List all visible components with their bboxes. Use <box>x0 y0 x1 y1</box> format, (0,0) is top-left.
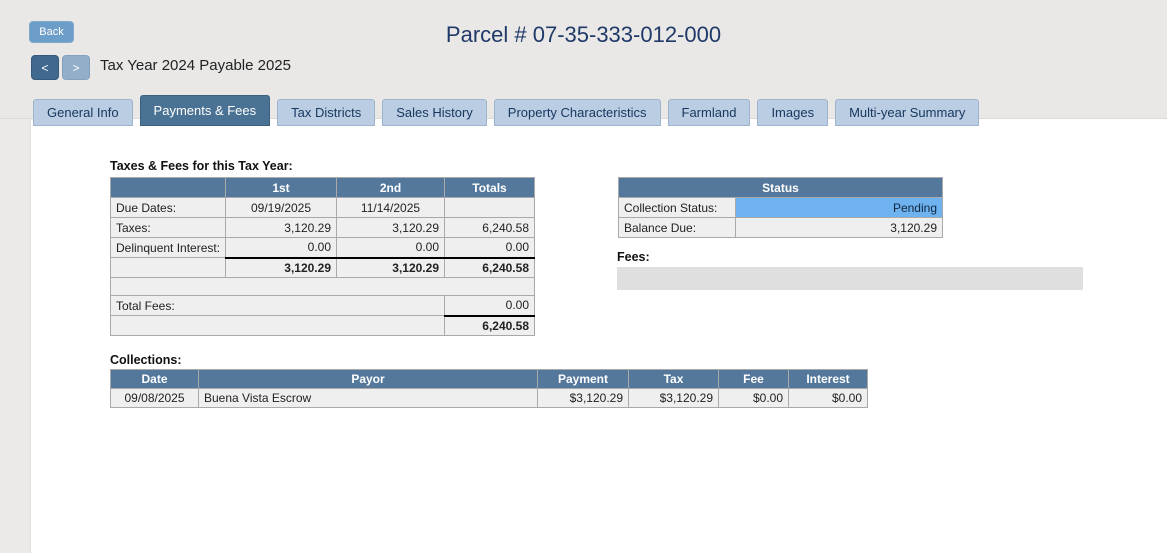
page-title: Parcel # 07-35-333-012-000 <box>445 22 722 47</box>
back-button[interactable]: Back <box>29 21 74 43</box>
total-fees-row: Total Fees: 0.00 <box>110 295 535 316</box>
tab-payments-fees[interactable]: Payments & Fees <box>139 95 271 126</box>
spacer-row <box>110 277 535 296</box>
delinquent-second: 0.00 <box>336 237 445 258</box>
col-interest: Interest <box>788 369 868 389</box>
taxes-fees-section-label: Taxes & Fees for this Tax Year: <box>110 159 293 173</box>
delinquent-interest-row: Delinquent Interest: 0.00 0.00 0.00 <box>110 237 535 258</box>
spacer-cell <box>110 277 535 296</box>
status-table: Status Collection Status: Pending Balanc… <box>618 177 943 238</box>
delinquent-first: 0.00 <box>225 237 337 258</box>
col-blank <box>110 177 226 198</box>
total-fees-value: 0.00 <box>444 295 535 316</box>
tab-property-characteristics[interactable]: Property Characteristics <box>493 99 661 126</box>
due-date-totals <box>444 197 535 218</box>
collection-status-row: Collection Status: Pending <box>618 197 943 218</box>
collection-status-value: Pending <box>735 197 943 218</box>
due-date-second: 11/14/2025 <box>336 197 445 218</box>
col-date: Date <box>110 369 199 389</box>
col-fee: Fee <box>718 369 789 389</box>
tab-bar: General Info Payments & Fees Tax Distric… <box>33 95 980 126</box>
col-totals: Totals <box>444 177 535 198</box>
grand-total-blank <box>110 315 445 336</box>
tax-year-label: Tax Year 2024 Payable 2025 <box>100 57 291 74</box>
taxes-fees-table: 1st 2nd Totals Due Dates: 09/19/2025 11/… <box>110 177 535 336</box>
due-date-first: 09/19/2025 <box>225 197 337 218</box>
col-second: 2nd <box>336 177 445 198</box>
subtotal-totals: 6,240.58 <box>444 256 535 278</box>
tab-images[interactable]: Images <box>757 99 829 126</box>
collection-fee: $0.00 <box>718 388 789 408</box>
taxes-first: 3,120.29 <box>225 217 337 238</box>
taxes-second: 3,120.29 <box>336 217 445 238</box>
tab-general-info[interactable]: General Info <box>33 99 133 126</box>
tab-sales-history[interactable]: Sales History <box>382 99 487 126</box>
subtotal-second: 3,120.29 <box>336 256 445 278</box>
status-header-row: Status <box>618 177 943 198</box>
fees-section-label: Fees: <box>617 250 650 264</box>
balance-due-row: Balance Due: 3,120.29 <box>618 217 943 238</box>
due-dates-label: Due Dates: <box>110 197 226 218</box>
subtotal-row: 3,120.29 3,120.29 6,240.58 <box>110 256 535 278</box>
col-first: 1st <box>225 177 337 198</box>
fees-empty-bar <box>617 267 1083 290</box>
col-payment: Payment <box>537 369 629 389</box>
tab-tax-districts[interactable]: Tax Districts <box>277 99 376 126</box>
balance-due-label: Balance Due: <box>618 217 736 238</box>
collections-header-row: Date Payor Payment Tax Fee Interest <box>110 369 868 389</box>
taxes-totals: 6,240.58 <box>444 217 535 238</box>
grand-total-row: 6,240.58 <box>110 314 535 336</box>
collection-payment: $3,120.29 <box>537 388 629 408</box>
collection-status-label: Collection Status: <box>618 197 736 218</box>
due-dates-row: Due Dates: 09/19/2025 11/14/2025 <box>110 197 535 218</box>
tab-farmland[interactable]: Farmland <box>667 99 751 126</box>
prev-year-button[interactable]: < <box>31 55 59 80</box>
taxes-table-header-row: 1st 2nd Totals <box>110 177 535 198</box>
collection-date: 09/08/2025 <box>110 388 199 408</box>
balance-due-value: 3,120.29 <box>735 217 943 238</box>
next-year-button[interactable]: > <box>62 55 90 80</box>
delinquent-totals: 0.00 <box>444 237 535 258</box>
collections-section-label: Collections: <box>110 353 182 367</box>
collection-row: 09/08/2025 Buena Vista Escrow $3,120.29 … <box>110 388 868 408</box>
taxes-label: Taxes: <box>110 217 226 238</box>
collection-interest: $0.00 <box>788 388 868 408</box>
collection-tax: $3,120.29 <box>628 388 719 408</box>
collections-table: Date Payor Payment Tax Fee Interest 09/0… <box>110 369 868 408</box>
status-header: Status <box>618 177 943 198</box>
grand-total-value: 6,240.58 <box>444 314 535 336</box>
delinquent-interest-label: Delinquent Interest: <box>110 237 226 258</box>
col-payor: Payor <box>198 369 538 389</box>
col-tax: Tax <box>628 369 719 389</box>
taxes-row: Taxes: 3,120.29 3,120.29 6,240.58 <box>110 217 535 238</box>
collection-payor: Buena Vista Escrow <box>198 388 538 408</box>
tab-multi-year-summary[interactable]: Multi-year Summary <box>835 99 980 126</box>
subtotal-blank <box>110 257 226 278</box>
subtotal-first: 3,120.29 <box>225 256 337 278</box>
total-fees-label: Total Fees: <box>110 295 445 316</box>
